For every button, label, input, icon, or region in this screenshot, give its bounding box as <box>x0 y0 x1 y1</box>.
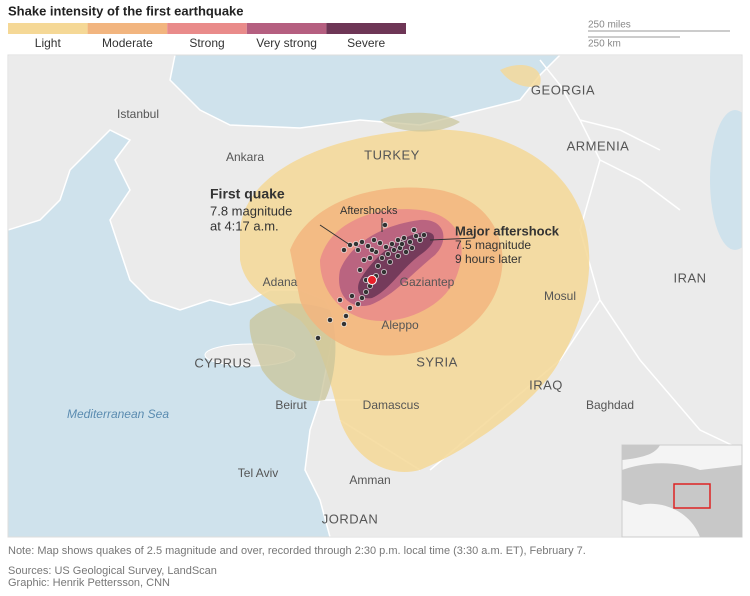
city-label: Damascus <box>363 398 420 412</box>
city-label: Aleppo <box>381 318 419 332</box>
aftershock-dot <box>365 243 371 249</box>
footer-note: Note: Map shows quakes of 2.5 magnitude … <box>8 545 586 557</box>
aftershock-dot <box>327 317 333 323</box>
aftershock-dot <box>387 259 393 265</box>
footer-credit: Graphic: Henrik Pettersson, CNN <box>8 577 170 589</box>
legend-swatch <box>8 23 88 34</box>
sea-label: Mediterranean Sea <box>67 407 169 421</box>
aftershock-dot <box>389 241 395 247</box>
aftershock-dot <box>359 295 365 301</box>
country-label: IRAN <box>673 270 706 285</box>
aftershock-dot <box>395 237 401 243</box>
aftershock-dot <box>361 257 367 263</box>
legend-swatch <box>87 23 168 34</box>
inset-map <box>621 444 743 538</box>
annotation-line: 7.5 magnitude <box>455 238 531 252</box>
annotation-label: Aftershocks <box>340 205 398 217</box>
country-label: JORDAN <box>322 511 378 526</box>
country-label: SYRIA <box>416 354 458 369</box>
aftershock-dot <box>421 232 427 238</box>
legend-label: Very strong <box>256 36 317 50</box>
scale-km: 250 km <box>588 39 621 50</box>
legend-swatch <box>326 23 406 34</box>
country-label: CYPRUS <box>194 355 251 370</box>
annotation-line: 9 hours later <box>455 252 522 266</box>
annotation-title: Major aftershock <box>455 223 560 238</box>
map-frame <box>7 54 743 538</box>
footer-sources: Sources: US Geological Survey, LandScan <box>8 565 217 577</box>
city-label: Ankara <box>226 150 264 164</box>
city-label: Baghdad <box>586 398 634 412</box>
city-label: Gaziantep <box>400 275 455 289</box>
city-label: Mosul <box>544 289 576 303</box>
aftershock-dot <box>377 240 383 246</box>
aftershock-dot <box>399 241 405 247</box>
shake-light-patch <box>500 65 541 87</box>
aftershock-dot <box>353 241 359 247</box>
aftershock-dot <box>359 239 365 245</box>
city-label: Beirut <box>275 398 307 412</box>
aftershock-dot <box>381 269 387 275</box>
city-label: Adana <box>263 275 298 289</box>
epicenter <box>367 275 377 285</box>
aftershock-dot <box>347 305 353 311</box>
coast-zone <box>249 303 336 401</box>
aftershock-dot <box>409 245 415 251</box>
legend-title: Shake intensity of the first earthquake <box>8 3 244 18</box>
aftershock-dot <box>385 251 391 257</box>
caspian-sea <box>710 110 742 250</box>
legend-label: Severe <box>347 36 385 50</box>
legend-swatch <box>167 23 247 34</box>
leader-lines <box>319 218 476 246</box>
aftershock-dot <box>349 293 355 299</box>
legend-label: Strong <box>189 36 224 50</box>
aftershock-dot <box>371 237 377 243</box>
aftershock-dot <box>417 237 423 243</box>
aftershock-dot <box>375 263 381 269</box>
aftershock-dot <box>382 222 388 228</box>
scale-miles: 250 miles <box>588 20 631 31</box>
city-label: Istanbul <box>117 107 159 121</box>
shake-severe <box>358 232 435 299</box>
aftershock-dot <box>379 255 385 261</box>
aftershock-dot <box>337 297 343 303</box>
aftershock-dot <box>367 255 373 261</box>
coast-zone <box>380 112 460 132</box>
aftershock-dot <box>395 253 401 259</box>
aftershock-dot <box>407 239 413 245</box>
aftershock-dot <box>357 267 363 273</box>
city-label: Tel Aviv <box>238 466 278 480</box>
annotation-line: at 4:17 a.m. <box>210 218 279 233</box>
aftershock-dot <box>355 247 361 253</box>
aftershock-dot <box>383 244 389 250</box>
aftershock-dot <box>401 235 407 241</box>
aftershock-dot <box>391 247 397 253</box>
aftershock-dot <box>413 233 419 239</box>
inset-highlight <box>673 483 711 509</box>
legend-label: Moderate <box>102 36 153 50</box>
annotation-line: 7.8 magnitude <box>210 203 292 218</box>
legend: Light Moderate Strong Very strong Severe <box>8 23 406 50</box>
aftershock-dot <box>341 321 347 327</box>
aftershock-dot <box>343 313 349 319</box>
aftershock-dot <box>369 247 375 253</box>
legend-swatch <box>246 23 327 34</box>
aftershock-dot <box>411 227 417 233</box>
annotation-title: First quake <box>210 186 285 202</box>
country-label: ARMENIA <box>567 138 630 153</box>
country-label: IRAQ <box>529 377 563 392</box>
aftershock-dot <box>315 335 321 341</box>
legend-label: Light <box>35 36 62 50</box>
city-label: Amman <box>349 473 390 487</box>
map <box>7 54 743 538</box>
aftershock-dots <box>315 222 427 341</box>
aftershock-dot <box>355 301 361 307</box>
aftershock-dot <box>363 289 369 295</box>
country-label: GEORGIA <box>531 82 595 97</box>
country-label: TURKEY <box>364 147 420 162</box>
aftershock-dot <box>403 249 409 255</box>
aftershock-dot <box>341 247 347 253</box>
